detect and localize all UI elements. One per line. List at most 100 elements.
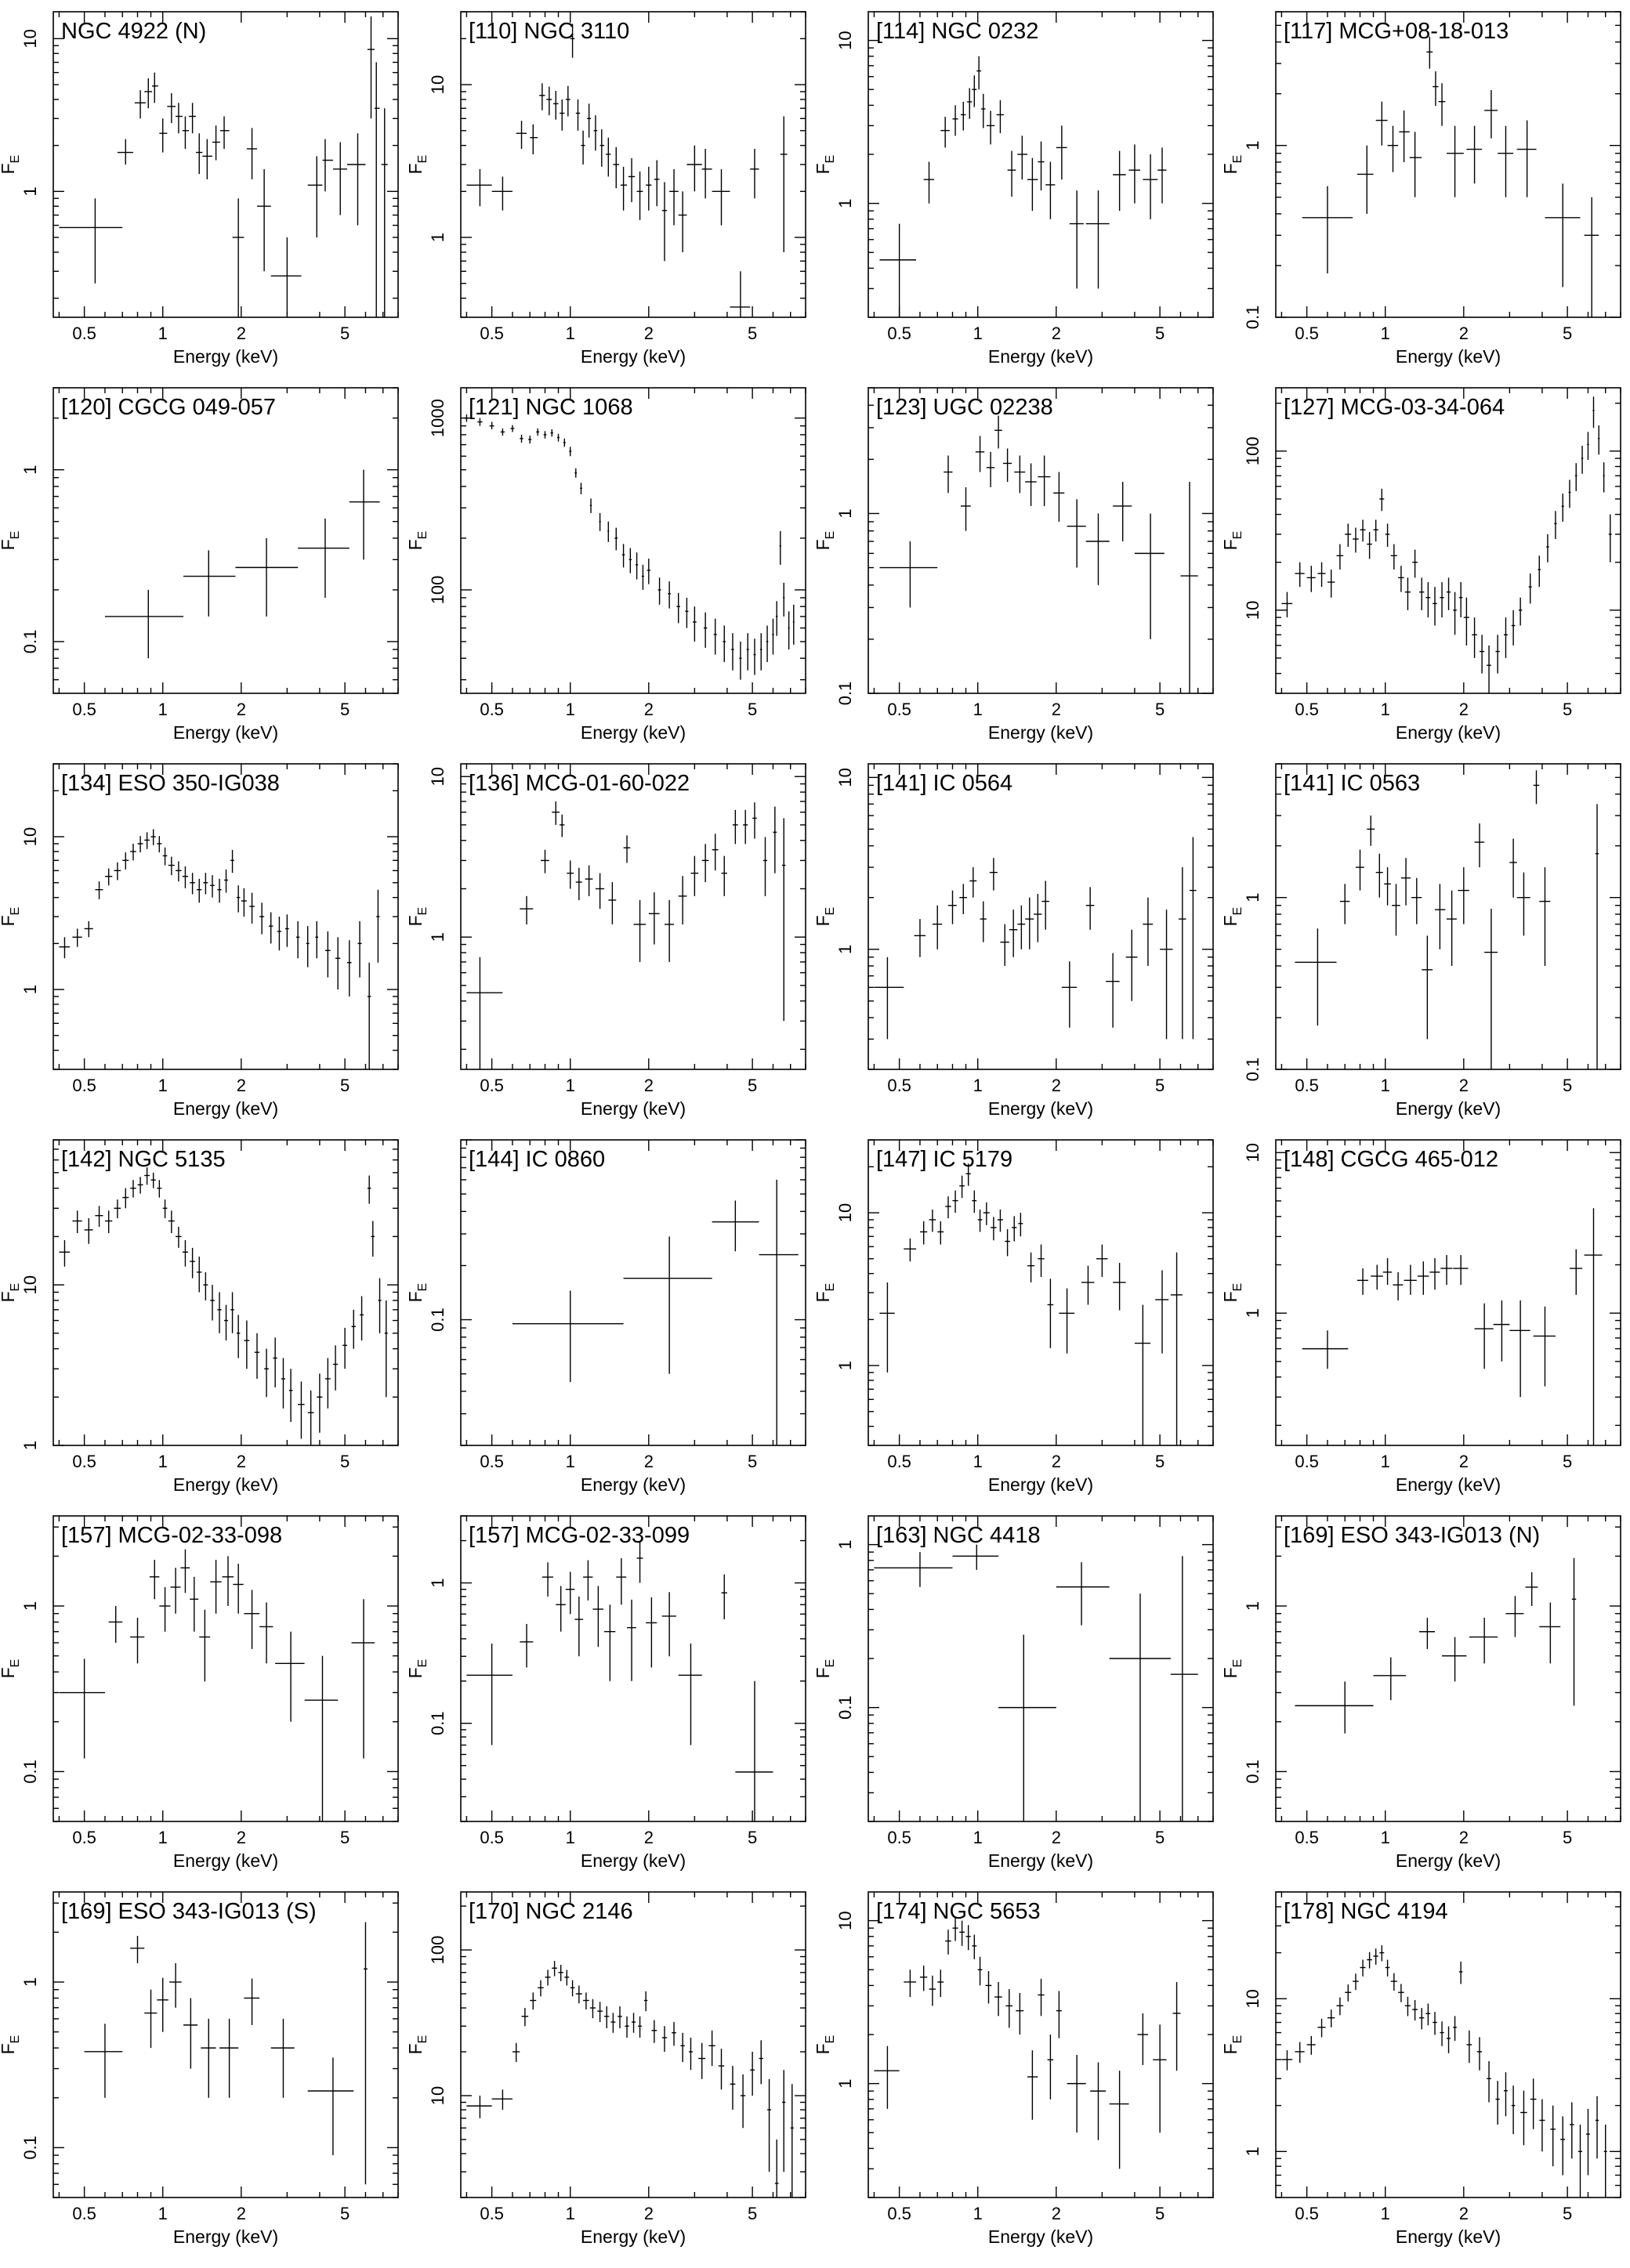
plot-frame: [868, 387, 1214, 694]
plot-frame: [1275, 763, 1621, 1070]
data-point: [678, 191, 687, 252]
data-point: [1047, 1279, 1054, 1348]
data-point: [516, 121, 527, 149]
y-tick-label: 1: [835, 198, 855, 208]
data-point: [1419, 577, 1425, 610]
panel-title: [178] NGC 4194: [1284, 1899, 1448, 1924]
spectrum-plot: 0.5 1 2 5 0.1 1 Energy (keV) FE [157] MCG-02-33-…: [405, 1515, 806, 1871]
data-point: [1345, 1984, 1352, 2002]
data-point: [259, 902, 265, 935]
data-point: [740, 2074, 746, 2129]
data-point: [575, 867, 582, 900]
data-point: [1190, 837, 1197, 1040]
data-point: [1539, 1602, 1561, 1664]
spectrum-plot: 0.5 1 2 5 1 10 Energy (keV) FE [142] NGC 5135: [0, 1139, 399, 1495]
x-tick-label: 5: [340, 1076, 350, 1095]
data-point: [1134, 513, 1165, 639]
y-tick-label: 1: [428, 1578, 447, 1587]
spectrum-panel: 0.5 1 2 5 1 10 Energy (keV) FE [174] NGC 5653: [813, 1891, 1222, 2268]
data-point: [1382, 1257, 1393, 1286]
y-tick-label: 10: [20, 1275, 40, 1294]
data-point: [1453, 1255, 1469, 1286]
data-point: [1056, 1562, 1110, 1626]
data-point: [654, 160, 660, 207]
data-point: [538, 1980, 544, 1997]
data-point: [351, 1309, 356, 1349]
x-tick-label: 0.5: [1295, 1076, 1319, 1095]
data-point: [698, 2042, 706, 2079]
plot-frame: [1275, 387, 1621, 694]
data-point: [1546, 534, 1549, 562]
y-tick-label: 0.1: [1243, 1058, 1262, 1082]
x-axis-label: Energy (keV): [173, 2226, 278, 2247]
y-tick-label: 100: [428, 1936, 447, 1965]
data-point: [1053, 472, 1065, 522]
data-point: [1067, 499, 1086, 568]
spectrum-panel: 0.5 1 2 5 1 10 Energy (keV) FE [134] ESO 350-IG0…: [0, 763, 408, 1140]
data-point: [332, 1345, 339, 1391]
data-point: [1069, 190, 1084, 289]
y-tick-label: 0.1: [428, 1711, 447, 1735]
x-tick-label: 5: [340, 1828, 350, 1847]
data-point: [1412, 2000, 1418, 2021]
data-point: [1440, 582, 1444, 618]
data-point: [233, 1564, 244, 1614]
data-point: [1353, 1973, 1359, 1991]
data-point: [95, 1206, 103, 1227]
data-point: [1306, 566, 1316, 592]
data-point: [923, 161, 935, 204]
x-tick-label: 1: [566, 1828, 575, 1847]
spectrum-plot: 0.5 1 2 5 0.1 1 Energy (keV) FE [169] ESO 343-IG…: [1220, 1515, 1621, 1871]
spectrum-panel: 0.5 1 2 5 0.1 1 Energy (keV) FE [163] NGC 4418: [813, 1515, 1222, 1892]
data-point: [712, 1200, 759, 1252]
spectrum-plot: 0.5 1 2 5 0.1 1 Energy (keV) FE [169] ESO 343-IG…: [0, 1891, 399, 2247]
data-point: [1012, 1216, 1017, 1242]
x-tick-label: 0.5: [480, 1076, 504, 1095]
x-tick-label: 1: [566, 1076, 575, 1095]
spectrum-plot: 0.5 1 2 5 1 10 Energy (keV) FE [147] IC 5179: [813, 1139, 1214, 1495]
data-point: [1056, 1991, 1062, 2038]
x-tick-label: 0.5: [480, 700, 504, 719]
data-point: [1440, 1255, 1453, 1286]
spectrum-panel: 0.5 1 2 5 1 10 Energy (keV) FE [142] NGC 5135: [0, 1139, 408, 1516]
data-point: [176, 1226, 182, 1248]
data-point: [994, 415, 1002, 449]
data-point: [224, 869, 228, 893]
x-tick-label: 0.5: [480, 1828, 504, 1847]
data-point: [1404, 577, 1411, 610]
data-point: [904, 1238, 917, 1262]
panel-title: [120] CGCG 049-057: [61, 395, 276, 420]
y-axis-label: FE: [405, 531, 429, 551]
data-point: [1373, 1948, 1378, 1965]
y-tick-label: 10: [835, 1203, 855, 1222]
data-point: [376, 889, 380, 963]
data-point: [874, 1552, 953, 1587]
y-axis-label: FE: [1220, 1659, 1244, 1679]
y-axis-label: FE: [0, 2035, 22, 2055]
data-point: [1059, 1288, 1075, 1354]
y-tick-label: 1: [835, 1361, 855, 1370]
data-point: [779, 530, 781, 565]
data-point: [1592, 396, 1595, 429]
data-point: [1404, 1996, 1411, 2017]
data-point: [1373, 519, 1378, 542]
spectrum-plot: 0.5 1 2 5 0.1 Energy (keV) FE [144] IC 0860: [405, 1139, 806, 1495]
data-point: [587, 103, 592, 138]
data-point: [222, 1556, 234, 1607]
data-point: [1525, 1572, 1538, 1607]
x-tick-label: 0.5: [887, 2204, 911, 2223]
data-point: [583, 1992, 589, 2010]
data-point: [685, 597, 689, 628]
data-point: [721, 1574, 727, 1620]
x-axis-label: Energy (keV): [581, 2226, 686, 2247]
y-tick-label: 1: [1243, 141, 1262, 150]
data-point: [613, 146, 620, 189]
data-point: [919, 1965, 928, 1991]
data-point: [244, 1590, 260, 1649]
y-axis-label: FE: [0, 1283, 22, 1303]
data-point: [1061, 961, 1078, 1028]
data-point: [552, 801, 560, 825]
data-point: [1447, 2026, 1451, 2053]
data-point: [1584, 197, 1599, 317]
x-tick-label: 2: [237, 324, 246, 343]
